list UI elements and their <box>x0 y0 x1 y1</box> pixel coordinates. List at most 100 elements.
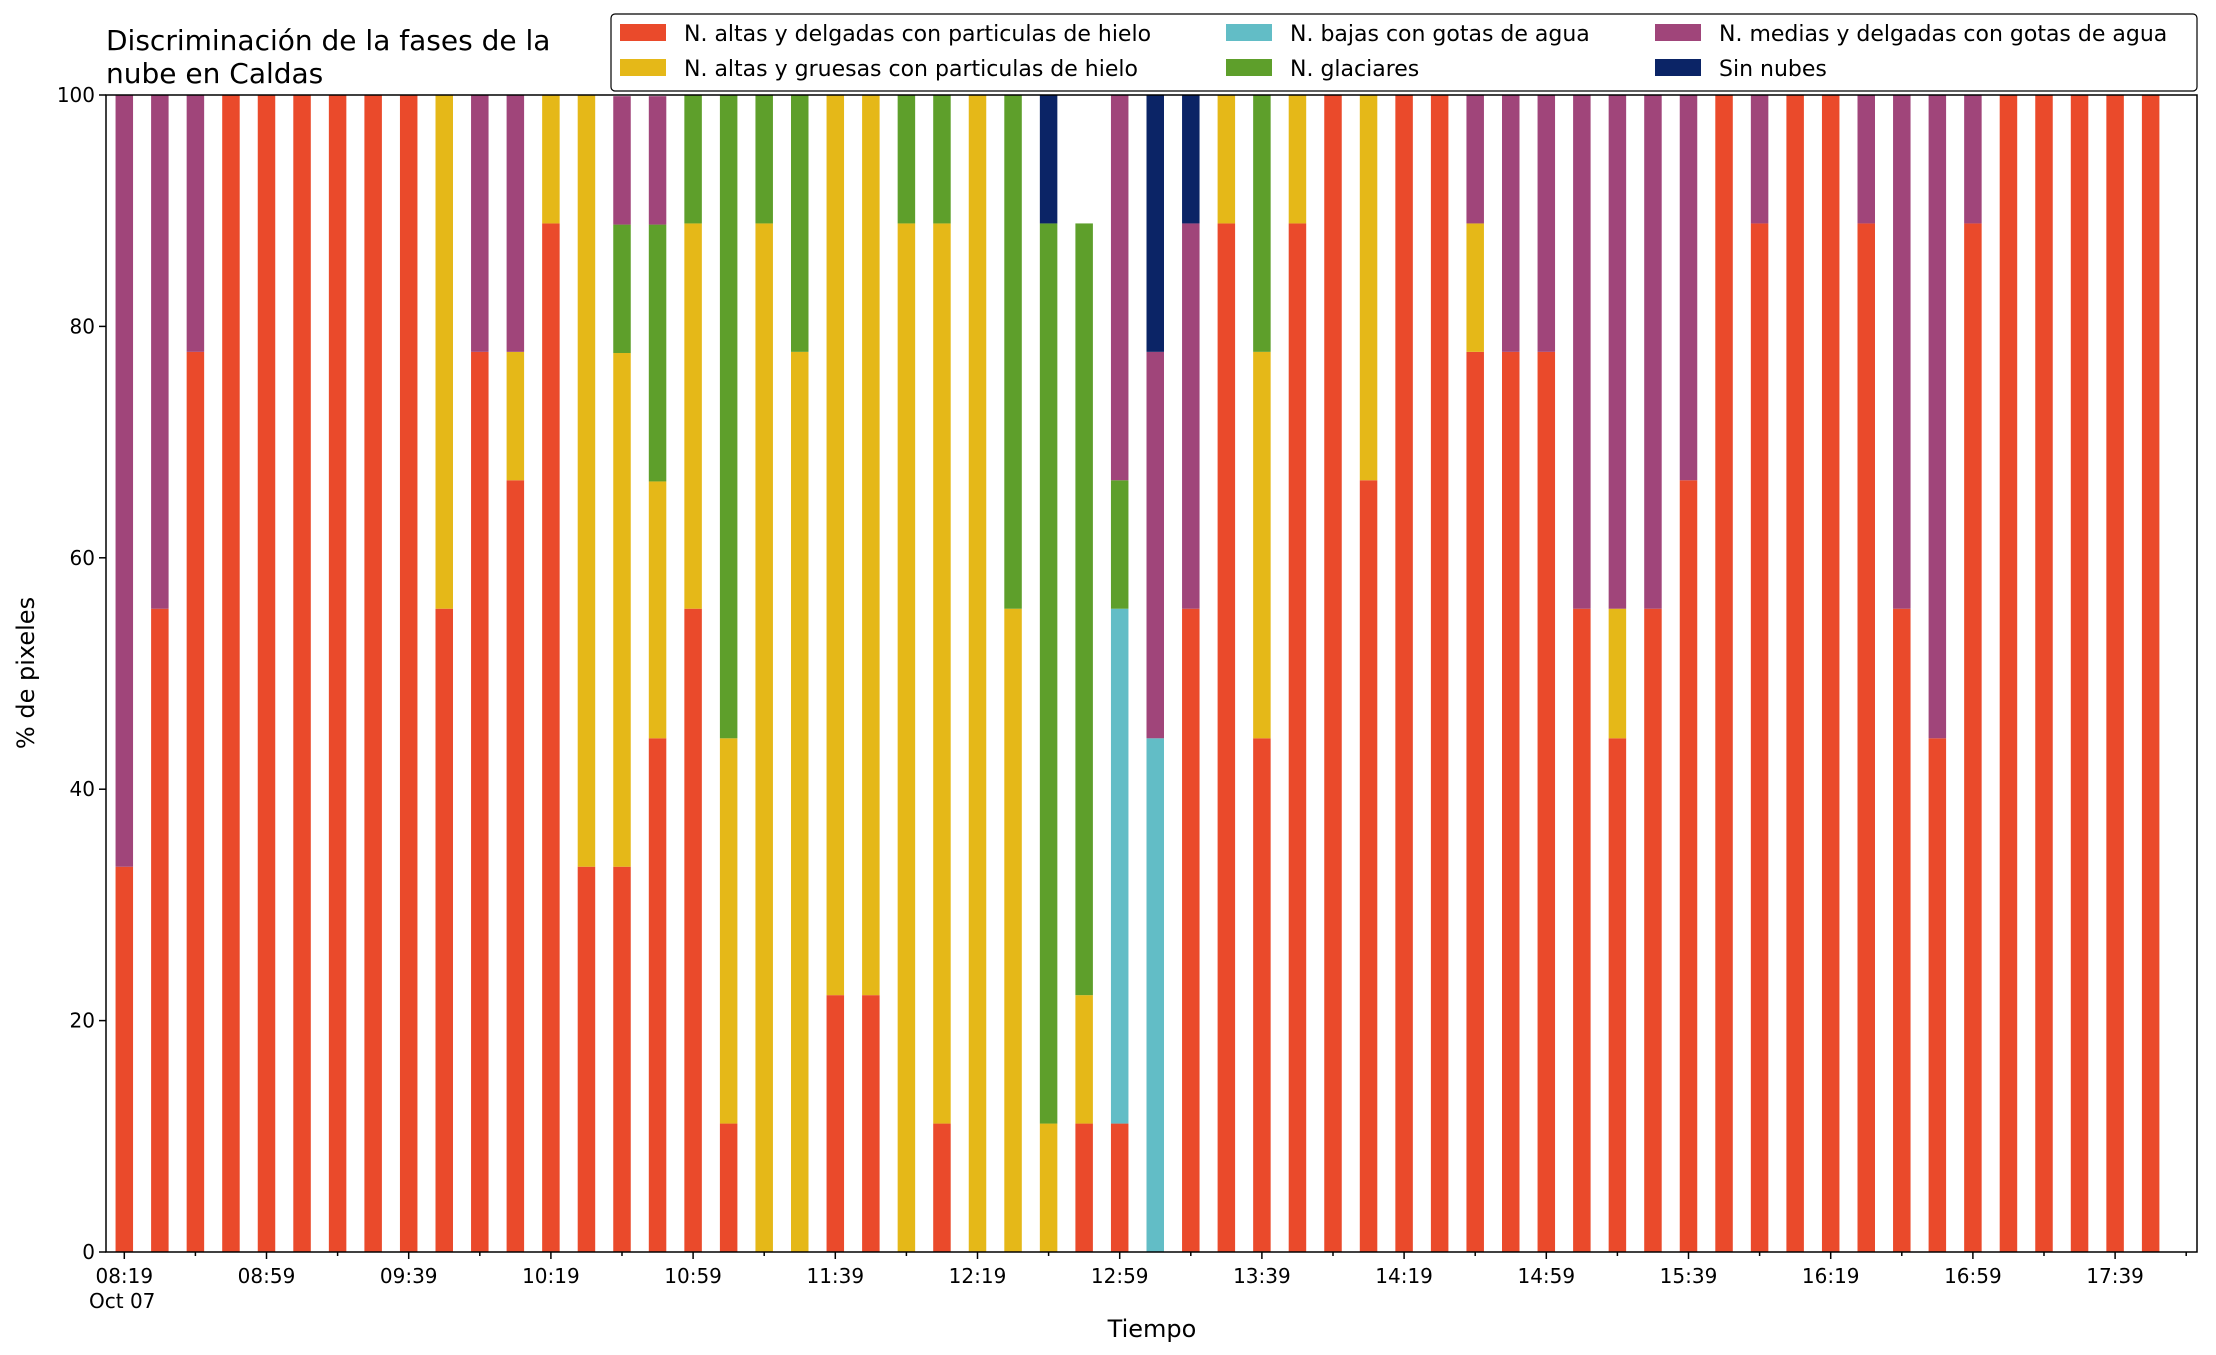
bar-segment-s0-i14 <box>613 866 631 1252</box>
bar-segment-s0-i8 <box>399 95 418 1252</box>
chart-title-line-2: nube en Caldas <box>106 57 323 90</box>
bar-segment-s1-i19 <box>791 351 809 1253</box>
bar-segment-s4-i41 <box>1573 95 1591 609</box>
bar-segment-s0-i38 <box>1466 351 1484 1253</box>
bar-segment-s0-i6 <box>328 95 347 1252</box>
legend-label-5: Sin nubes <box>1719 57 1827 82</box>
bar-segment-s2-i28 <box>1110 608 1129 1124</box>
x-tick-label-5: 11:39 <box>806 1264 864 1288</box>
bar-segment-s4-i28 <box>1110 95 1129 481</box>
bar-segment-s4-i10 <box>471 95 489 352</box>
legend-label-1: N. altas y gruesas con particulas de hie… <box>684 57 1138 82</box>
bar-segment-s4-i52 <box>1964 95 1982 224</box>
bar-segment-s0-i16 <box>684 608 702 1252</box>
bar-segment-s1-i32 <box>1253 351 1271 739</box>
bar-segment-s3-i16 <box>684 95 702 224</box>
bar-segment-s0-i41 <box>1573 608 1591 1252</box>
x-tick-label-14: 17:39 <box>2086 1264 2144 1288</box>
bar-segment-s4-i11 <box>506 95 525 352</box>
bar-segment-s1-i11 <box>506 351 525 481</box>
bar-segment-s4-i15 <box>648 96 667 225</box>
legend-swatch-5 <box>1655 59 1701 76</box>
x-tick-label-0: 08:19 <box>95 1264 153 1288</box>
bar-segment-s0-i45 <box>1715 95 1733 1252</box>
legend-box <box>610 13 2198 92</box>
legend: N. altas y delgadas con particulas de hi… <box>610 13 2198 92</box>
bar-segment-s1-i42 <box>1608 608 1627 739</box>
bar-segment-s0-i33 <box>1288 223 1307 1253</box>
y-tick-label-0: 0 <box>82 1240 95 1264</box>
bar-segment-s1-i23 <box>933 223 951 1124</box>
x-tick-label-7: 12:59 <box>1091 1264 1149 1288</box>
bar-segment-s1-i25 <box>1004 608 1022 1252</box>
bar-segment-s0-i53 <box>1999 95 2018 1252</box>
bar-segment-s4-i29 <box>1146 351 1164 739</box>
bar-segment-s0-i30 <box>1182 608 1200 1252</box>
bar-segment-s0-i37 <box>1430 95 1449 1252</box>
bar-segment-s1-i21 <box>862 95 880 996</box>
bar-segment-s0-i44 <box>1679 480 1698 1252</box>
bar-segment-s4-i38 <box>1466 95 1484 224</box>
bar-segment-s4-i39 <box>1502 95 1520 352</box>
bar-segment-s3-i23 <box>933 95 951 224</box>
x-tick-label-9: 14:19 <box>1375 1264 1433 1288</box>
bar-segment-s0-i57 <box>2141 95 2160 1252</box>
bar-segment-s0-i4 <box>257 95 276 1252</box>
x-tick-label-2: 09:39 <box>380 1264 438 1288</box>
bar-segment-s3-i27 <box>1075 223 1093 996</box>
bar-segment-s1-i14 <box>613 353 631 867</box>
bar-segment-s4-i51 <box>1928 95 1947 739</box>
bar-segment-s0-i21 <box>862 995 880 1252</box>
legend-swatch-2 <box>1226 24 1272 41</box>
bar-segment-s2-i29 <box>1146 738 1164 1252</box>
bar-segment-s0-i40 <box>1537 351 1556 1253</box>
legend-label-3: N. glaciares <box>1290 57 1419 82</box>
bar-segment-s3-i22 <box>897 95 916 224</box>
bar-segment-s4-i49 <box>1857 95 1875 224</box>
y-axis: 0 20 40 60 80 100 <box>57 83 106 1264</box>
bar-segment-s4-i46 <box>1750 95 1769 224</box>
x-tick-label-6: 12:19 <box>949 1264 1007 1288</box>
y-tick-label-3: 60 <box>70 546 95 570</box>
bar-segment-s0-i51 <box>1928 738 1947 1252</box>
bar-segment-s0-i34 <box>1324 95 1342 1252</box>
legend-label-4: N. medias y delgadas con gotas de agua <box>1719 22 2167 47</box>
bar-segment-s0-i56 <box>2106 95 2124 1252</box>
x-tick-label-1: 08:59 <box>238 1264 296 1288</box>
bar-segment-s0-i42 <box>1608 738 1627 1252</box>
bar-segment-s0-i35 <box>1359 480 1378 1252</box>
x-tick-label-8: 13:39 <box>1233 1264 1291 1288</box>
x-tick-label-11: 15:39 <box>1660 1264 1718 1288</box>
bar-segment-s3-i14 <box>613 224 631 354</box>
bar-segment-s4-i40 <box>1537 95 1556 352</box>
bar-segment-s4-i2 <box>186 95 205 352</box>
bar-segment-s1-i13 <box>577 95 596 867</box>
bar-segment-s4-i43 <box>1644 95 1662 609</box>
bar-segment-s0-i0 <box>115 866 134 1252</box>
bar-segment-s0-i43 <box>1644 608 1662 1252</box>
legend-swatch-4 <box>1655 24 1701 41</box>
bar-segment-s1-i12 <box>542 95 560 224</box>
bar-segment-s3-i18 <box>755 95 773 224</box>
x-tick-label-10: 14:59 <box>1517 1264 1575 1288</box>
x-tick-label-4: 10:59 <box>664 1264 722 1288</box>
bar-segment-s5-i29 <box>1146 95 1164 352</box>
bars-layer <box>115 95 2160 1253</box>
bar-segment-s0-i11 <box>506 480 525 1252</box>
legend-swatch-0 <box>620 24 666 41</box>
bar-segment-s0-i28 <box>1110 1123 1129 1252</box>
bar-segment-s1-i17 <box>719 738 738 1124</box>
bar-segment-s0-i50 <box>1893 608 1911 1252</box>
bar-segment-s4-i50 <box>1893 95 1911 609</box>
bar-segment-s5-i30 <box>1182 95 1200 224</box>
bar-segment-s0-i47 <box>1786 95 1804 1252</box>
bar-segment-s3-i28 <box>1110 480 1129 609</box>
bar-segment-s4-i42 <box>1608 95 1627 609</box>
bar-segment-s1-i33 <box>1288 95 1307 224</box>
bar-segment-s0-i7 <box>364 95 382 1252</box>
bar-segment-s1-i18 <box>755 223 773 1253</box>
x-tick-sublabel: Oct 07 <box>89 1289 155 1313</box>
bar-segment-s3-i26 <box>1039 223 1058 1124</box>
bar-segment-s4-i14 <box>613 96 631 225</box>
